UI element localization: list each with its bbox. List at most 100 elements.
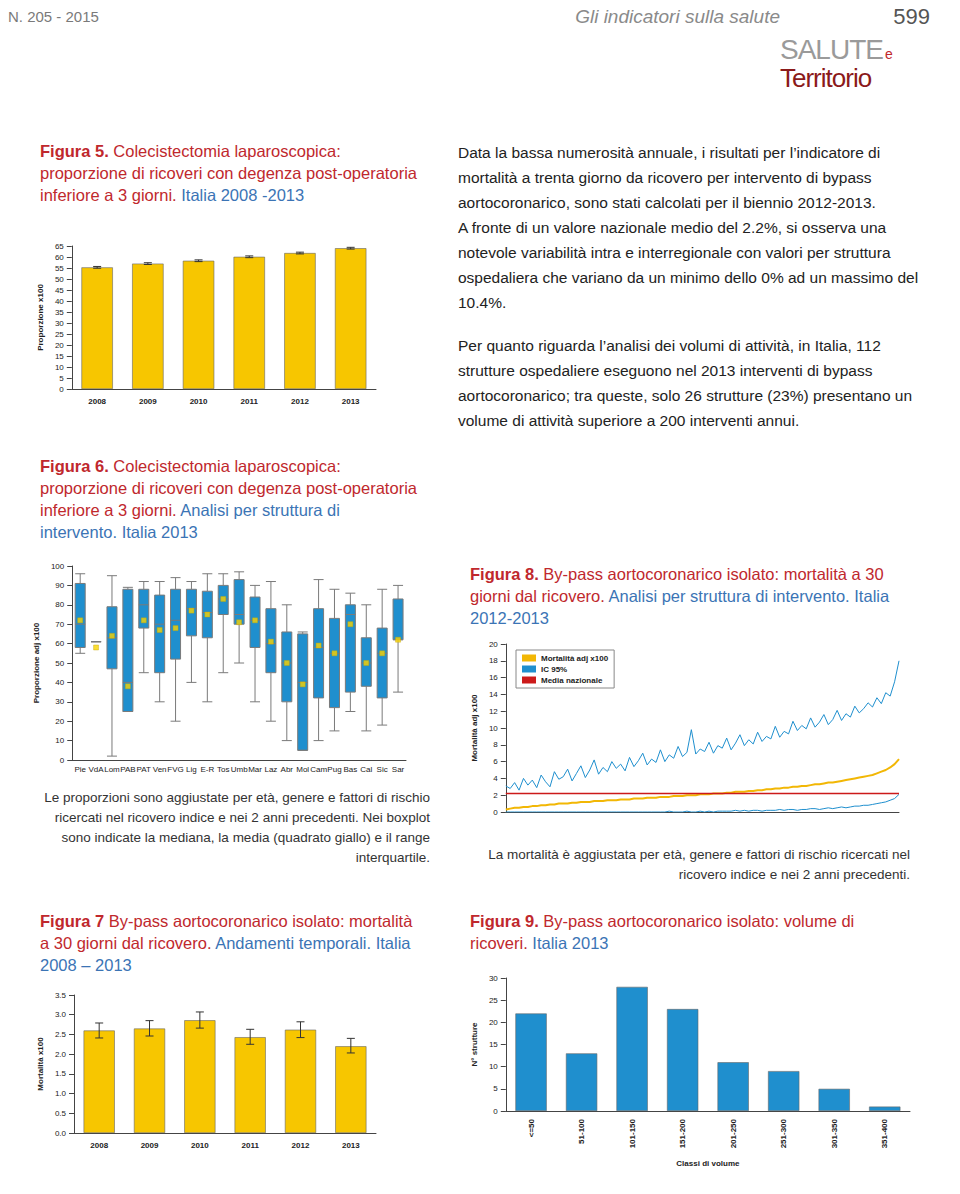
svg-text:Classi di volume: Classi di volume — [676, 1159, 740, 1168]
svg-text:10: 10 — [55, 363, 64, 372]
svg-text:18: 18 — [489, 656, 498, 665]
svg-text:Mar: Mar — [248, 765, 262, 774]
svg-text:4: 4 — [493, 774, 498, 783]
svg-text:251-300: 251-300 — [779, 1118, 788, 1148]
svg-text:2012: 2012 — [291, 397, 309, 406]
svg-text:50: 50 — [55, 659, 64, 668]
svg-text:Tos: Tos — [217, 765, 229, 774]
svg-text:Pug: Pug — [327, 765, 341, 774]
svg-text:0.5: 0.5 — [55, 1109, 67, 1118]
svg-text:2013: 2013 — [342, 1141, 360, 1150]
svg-text:Cal: Cal — [360, 765, 372, 774]
svg-text:20: 20 — [55, 341, 64, 350]
svg-text:Umb: Umb — [231, 765, 248, 774]
svg-text:30: 30 — [489, 974, 498, 983]
svg-text:Ven: Ven — [153, 765, 167, 774]
svg-text:N° strutture: N° strutture — [470, 1022, 479, 1067]
svg-text:10: 10 — [489, 1062, 498, 1071]
svg-text:70: 70 — [55, 620, 64, 629]
svg-text:50: 50 — [55, 275, 64, 284]
svg-text:2010: 2010 — [191, 1141, 209, 1150]
svg-text:30: 30 — [55, 319, 64, 328]
svg-text:16: 16 — [489, 673, 498, 682]
svg-text:2008: 2008 — [90, 1141, 108, 1150]
svg-text:51-100: 51-100 — [577, 1118, 586, 1143]
svg-text:PAB: PAB — [120, 765, 135, 774]
svg-text:2.5: 2.5 — [55, 1030, 67, 1039]
svg-text:Lom: Lom — [104, 765, 120, 774]
svg-text:40: 40 — [55, 297, 64, 306]
svg-text:Mortalità adj x100: Mortalità adj x100 — [470, 694, 479, 762]
svg-text:FVG: FVG — [167, 765, 183, 774]
svg-text:12: 12 — [489, 707, 498, 716]
svg-text:Mol: Mol — [296, 765, 309, 774]
svg-text:IC 95%: IC 95% — [541, 665, 567, 674]
svg-text:15: 15 — [55, 352, 64, 361]
svg-text:PAT: PAT — [137, 765, 151, 774]
svg-text:65: 65 — [55, 242, 64, 251]
svg-text:2010: 2010 — [190, 397, 208, 406]
svg-text:<=50: <=50 — [527, 1118, 536, 1137]
svg-text:60: 60 — [55, 639, 64, 648]
svg-text:201-250: 201-250 — [729, 1118, 738, 1148]
svg-text:60: 60 — [55, 253, 64, 262]
svg-text:0: 0 — [60, 756, 65, 765]
svg-text:2: 2 — [493, 791, 498, 800]
svg-text:5: 5 — [493, 1084, 498, 1093]
svg-text:20: 20 — [489, 1018, 498, 1027]
svg-text:3.5: 3.5 — [55, 991, 67, 1000]
svg-text:Proporzione adj x100: Proporzione adj x100 — [32, 622, 41, 703]
svg-text:2009: 2009 — [141, 1141, 159, 1150]
svg-text:0: 0 — [59, 385, 64, 394]
svg-text:45: 45 — [55, 286, 64, 295]
svg-text:E-R: E-R — [200, 765, 214, 774]
svg-text:2012: 2012 — [292, 1141, 310, 1150]
svg-text:Media nazionale: Media nazionale — [541, 676, 603, 685]
svg-text:101-150: 101-150 — [628, 1118, 637, 1148]
svg-text:1.0: 1.0 — [55, 1089, 67, 1098]
svg-text:15: 15 — [489, 1040, 498, 1049]
svg-text:2013: 2013 — [342, 397, 360, 406]
svg-text:30: 30 — [55, 697, 64, 706]
svg-text:Laz: Laz — [264, 765, 277, 774]
svg-text:20: 20 — [55, 717, 64, 726]
svg-text:0: 0 — [493, 1107, 498, 1116]
svg-text:Bas: Bas — [343, 765, 357, 774]
svg-text:5: 5 — [59, 374, 64, 383]
svg-text:2008: 2008 — [88, 397, 106, 406]
svg-text:Sar: Sar — [392, 765, 405, 774]
svg-text:2009: 2009 — [139, 397, 157, 406]
svg-text:90: 90 — [55, 581, 64, 590]
svg-text:VdA: VdA — [89, 765, 105, 774]
svg-text:25: 25 — [55, 330, 64, 339]
svg-text:0.0: 0.0 — [55, 1129, 67, 1138]
svg-text:Abr: Abr — [281, 765, 294, 774]
svg-text:301-350: 301-350 — [830, 1118, 839, 1148]
svg-text:Sic: Sic — [377, 765, 388, 774]
svg-text:10: 10 — [55, 736, 64, 745]
svg-text:2011: 2011 — [241, 1141, 259, 1150]
svg-text:Mortalità x100: Mortalità x100 — [36, 1037, 45, 1091]
svg-text:40: 40 — [55, 678, 64, 687]
svg-text:100: 100 — [51, 562, 65, 571]
svg-text:2011: 2011 — [241, 397, 259, 406]
svg-text:14: 14 — [489, 690, 498, 699]
svg-text:55: 55 — [55, 264, 64, 273]
svg-text:10: 10 — [489, 724, 498, 733]
svg-text:2.0: 2.0 — [55, 1050, 67, 1059]
svg-text:25: 25 — [489, 996, 498, 1005]
svg-text:151-200: 151-200 — [678, 1118, 687, 1148]
svg-text:35: 35 — [55, 308, 64, 317]
svg-text:351-400: 351-400 — [880, 1118, 889, 1148]
svg-text:Pie: Pie — [74, 765, 86, 774]
svg-text:8: 8 — [493, 740, 498, 749]
svg-text:6: 6 — [493, 757, 498, 766]
svg-text:Proporzione x100: Proporzione x100 — [36, 284, 45, 351]
svg-text:Lig: Lig — [186, 765, 197, 774]
svg-text:Mortalità adj x100: Mortalità adj x100 — [541, 654, 609, 663]
svg-text:20: 20 — [489, 640, 498, 649]
svg-text:1.5: 1.5 — [55, 1069, 67, 1078]
svg-text:3.0: 3.0 — [55, 1010, 67, 1019]
svg-text:0: 0 — [493, 808, 498, 817]
svg-text:80: 80 — [55, 600, 64, 609]
